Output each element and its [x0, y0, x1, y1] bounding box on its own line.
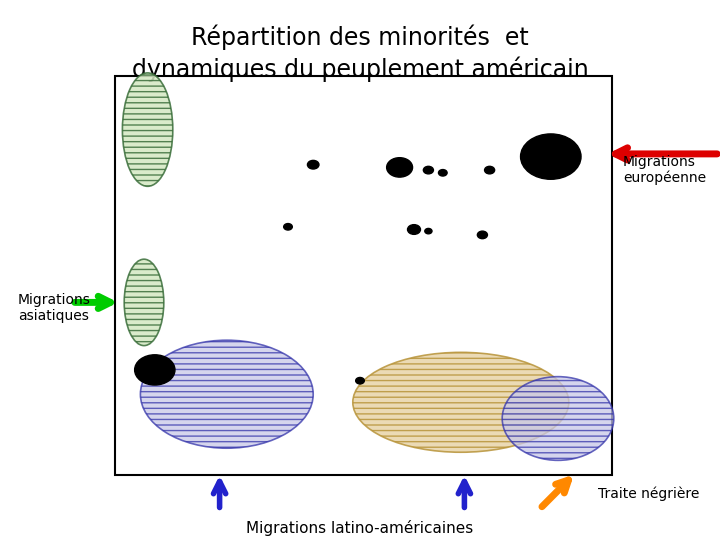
Circle shape — [423, 166, 433, 174]
Circle shape — [408, 225, 420, 234]
Text: Migrations
européenne: Migrations européenne — [623, 154, 706, 186]
Text: Migrations
asiatiques: Migrations asiatiques — [18, 293, 91, 323]
Ellipse shape — [140, 340, 313, 448]
Bar — [115, 76, 612, 475]
Text: dynamiques du peuplement américain: dynamiques du peuplement américain — [132, 57, 588, 82]
Circle shape — [425, 228, 432, 234]
Circle shape — [521, 134, 581, 179]
Circle shape — [387, 158, 413, 177]
Ellipse shape — [125, 259, 164, 346]
Text: Migrations latino-américaines: Migrations latino-américaines — [246, 520, 474, 536]
Circle shape — [356, 377, 364, 384]
Ellipse shape — [503, 377, 613, 460]
Circle shape — [477, 231, 487, 239]
Text: Traite négrière: Traite négrière — [598, 487, 699, 501]
Ellipse shape — [122, 73, 173, 186]
Circle shape — [135, 355, 175, 385]
Circle shape — [438, 170, 447, 176]
Circle shape — [307, 160, 319, 169]
Circle shape — [485, 166, 495, 174]
Text: Répartition des minorités  et: Répartition des minorités et — [191, 24, 529, 50]
Circle shape — [284, 224, 292, 230]
Ellipse shape — [353, 353, 569, 453]
